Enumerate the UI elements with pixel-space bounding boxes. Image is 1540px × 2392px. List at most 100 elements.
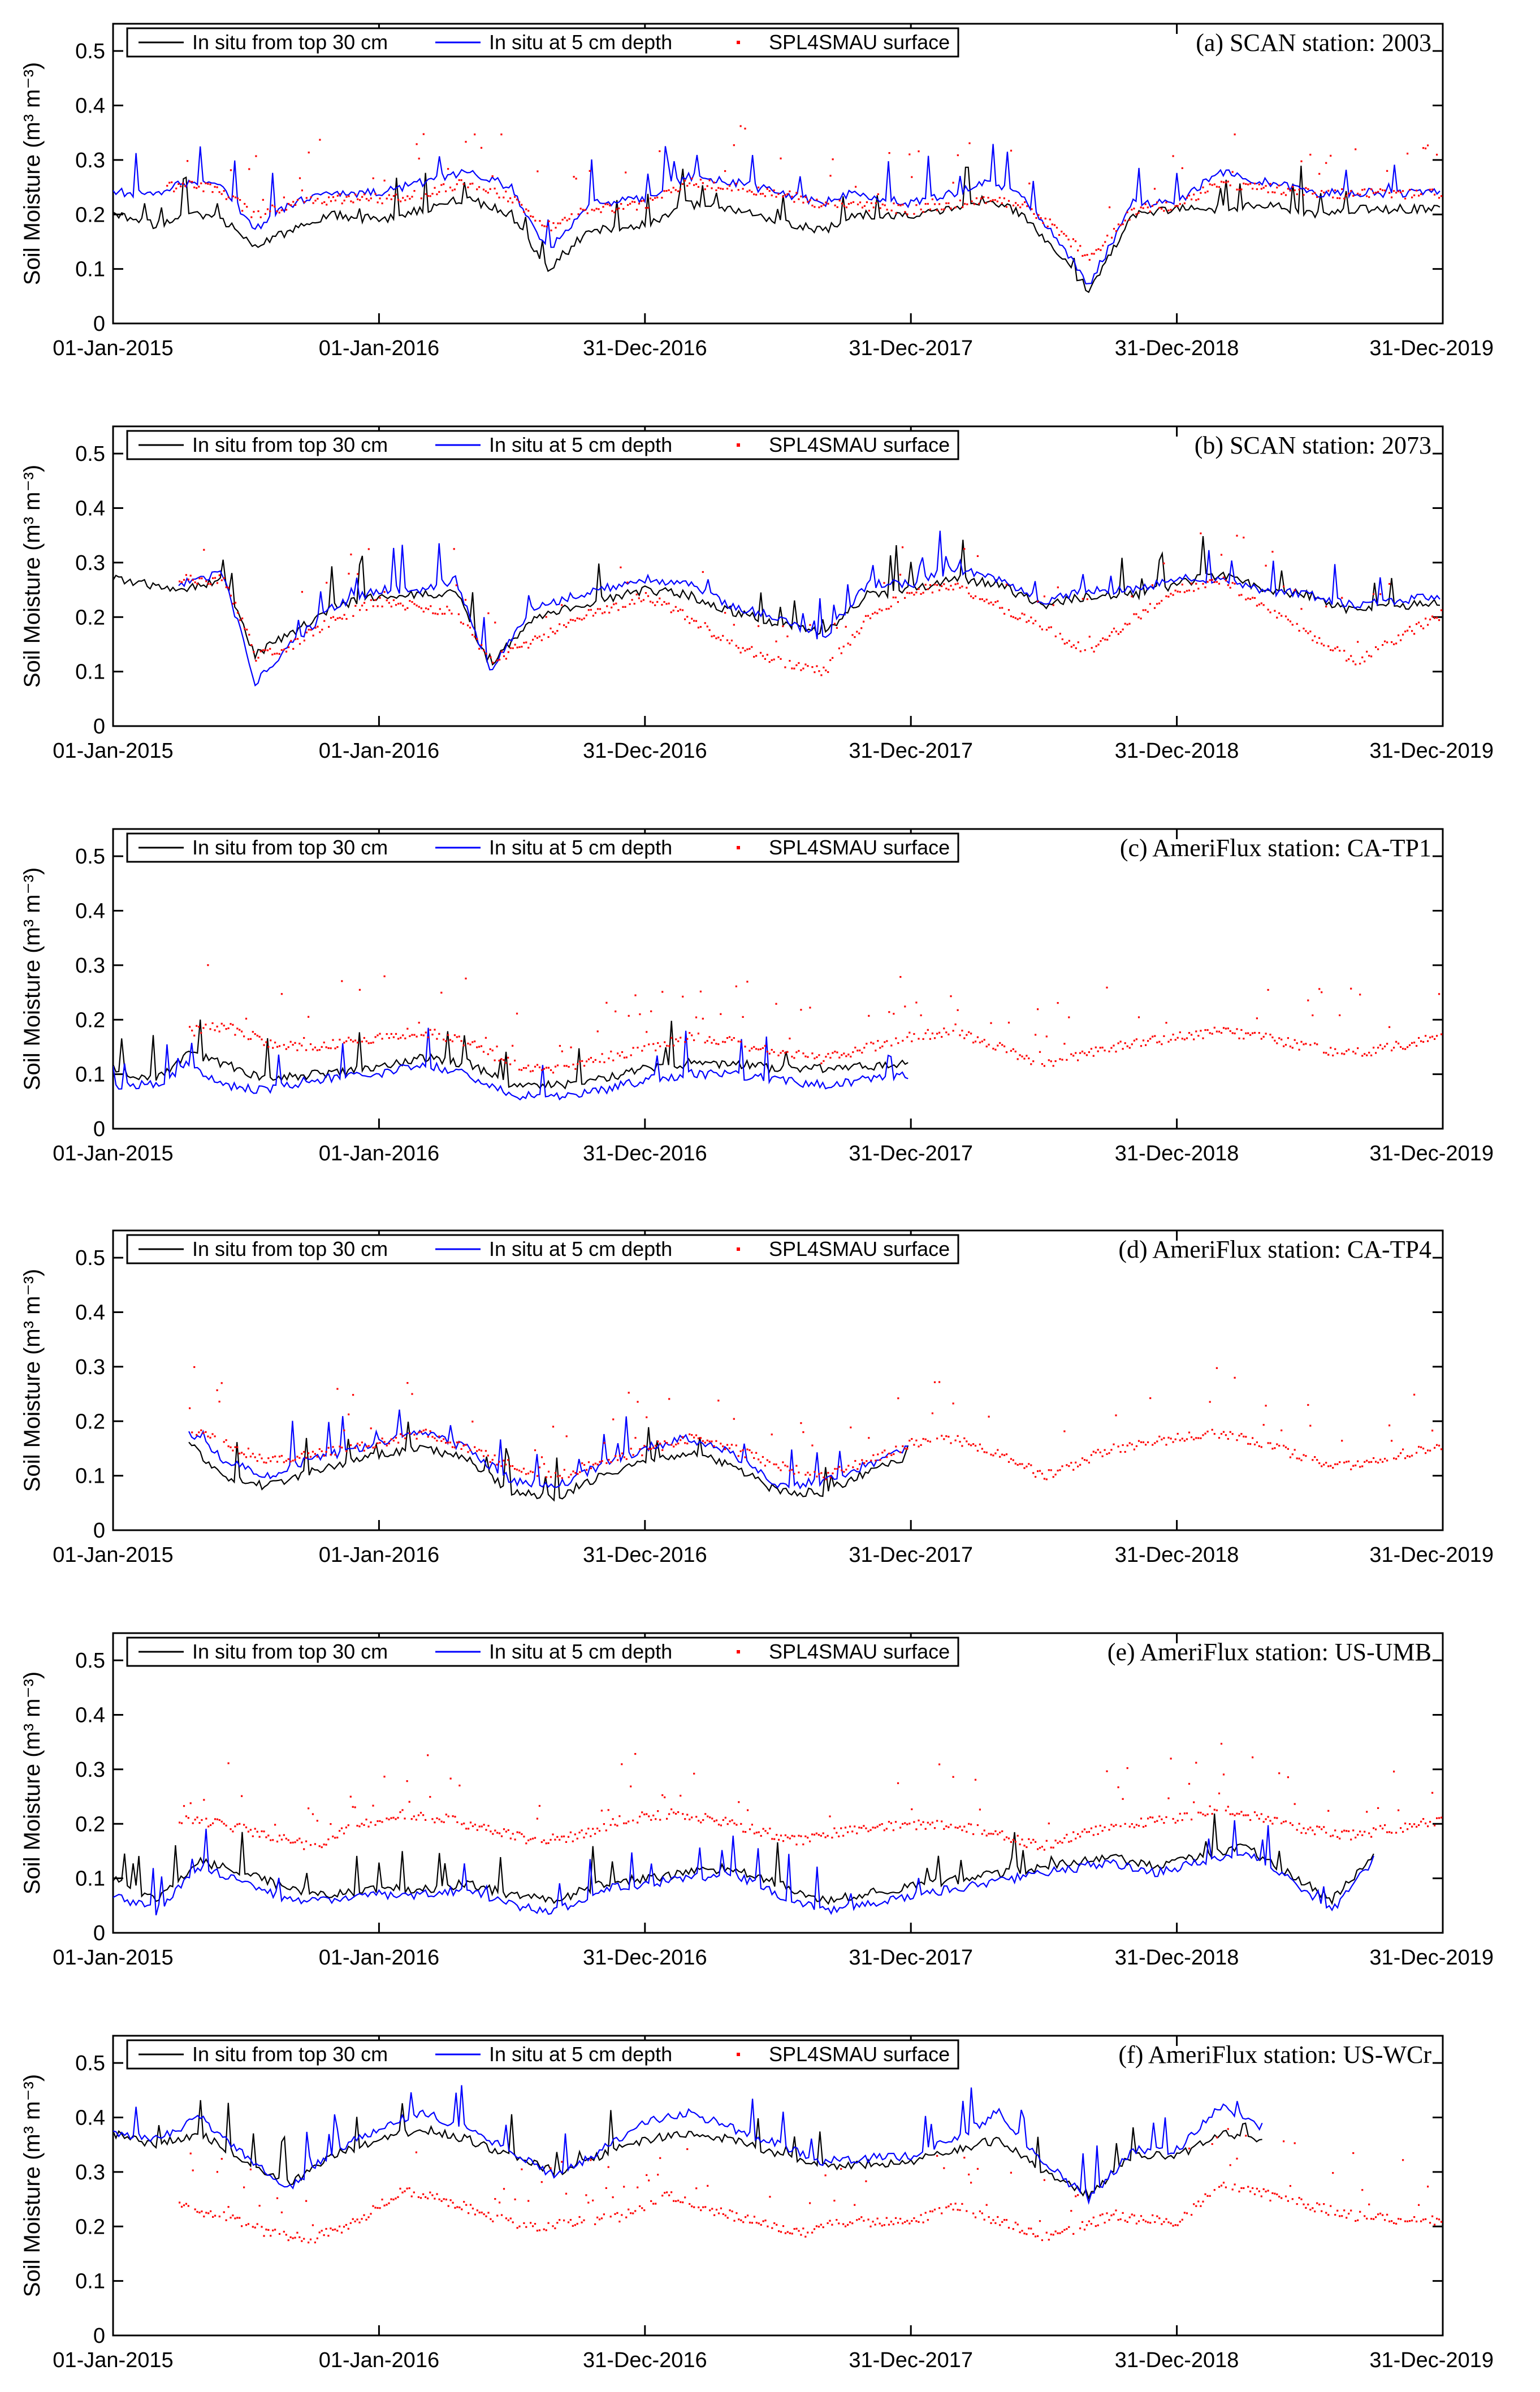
data-point bbox=[1193, 193, 1195, 196]
data-point bbox=[1420, 1040, 1422, 1042]
data-point bbox=[404, 1817, 406, 1820]
data-point bbox=[1202, 186, 1204, 188]
data-point bbox=[1041, 628, 1043, 631]
data-point bbox=[365, 1819, 367, 1821]
data-point bbox=[1281, 1038, 1283, 1040]
data-point bbox=[1113, 1825, 1115, 1828]
data-point bbox=[173, 190, 175, 193]
series-points-smap bbox=[166, 125, 1443, 261]
data-point bbox=[1265, 1818, 1267, 1820]
data-point bbox=[661, 1794, 664, 1797]
data-point bbox=[1361, 1055, 1364, 1057]
data-point bbox=[1256, 1017, 1258, 1020]
data-point bbox=[422, 1814, 425, 1816]
data-point bbox=[816, 1056, 818, 1059]
data-point bbox=[702, 1017, 704, 1020]
data-point bbox=[386, 1817, 388, 1820]
data-point bbox=[838, 2222, 840, 2225]
data-point bbox=[856, 203, 859, 206]
data-point bbox=[249, 1038, 252, 1040]
data-point bbox=[1413, 1393, 1416, 1396]
data-point bbox=[1366, 1054, 1368, 1056]
series-line-top30 bbox=[113, 1020, 909, 1090]
data-point bbox=[697, 185, 699, 188]
data-point bbox=[500, 650, 503, 653]
data-point bbox=[1122, 628, 1124, 631]
data-point bbox=[518, 1832, 521, 1834]
data-point bbox=[241, 618, 244, 620]
data-point bbox=[822, 1832, 824, 1834]
data-point bbox=[1298, 1823, 1300, 1825]
data-point bbox=[1188, 2147, 1191, 2149]
data-point bbox=[1012, 616, 1014, 618]
data-point bbox=[1316, 1043, 1318, 1046]
data-point bbox=[547, 2222, 550, 2224]
data-point bbox=[1179, 1812, 1181, 1815]
x-tick-label: 31-Dec-2016 bbox=[583, 1946, 707, 1970]
data-point bbox=[565, 1435, 568, 1437]
series-points-smap bbox=[189, 964, 1443, 1074]
y-tick-label: 0 bbox=[93, 312, 105, 336]
data-point bbox=[911, 1808, 913, 1811]
data-point bbox=[1283, 1821, 1285, 1823]
data-point bbox=[786, 635, 789, 637]
chart-panel-d: 00.10.20.30.40.501-Jan-2015 01-Jan-2016 31… bbox=[20, 1229, 1494, 1567]
data-point bbox=[505, 1061, 507, 1064]
data-point bbox=[316, 1049, 318, 1051]
data-point bbox=[607, 1809, 609, 1811]
data-point bbox=[804, 1474, 807, 1476]
data-point bbox=[1001, 1044, 1003, 1046]
data-point bbox=[451, 1446, 453, 1448]
data-point bbox=[1068, 1016, 1070, 1018]
data-point bbox=[1052, 2234, 1054, 2236]
data-point bbox=[1032, 1838, 1035, 1841]
data-point bbox=[272, 1839, 274, 1841]
data-point bbox=[1440, 1816, 1443, 1819]
data-point bbox=[1021, 612, 1023, 615]
data-point bbox=[1202, 1813, 1204, 1816]
data-point bbox=[266, 649, 269, 651]
data-point bbox=[285, 209, 288, 211]
data-point bbox=[234, 602, 237, 604]
data-point bbox=[534, 1837, 537, 1839]
data-point bbox=[820, 1834, 822, 1837]
data-point bbox=[877, 1453, 879, 1456]
data-point bbox=[1128, 1825, 1131, 1828]
data-point bbox=[1375, 1052, 1377, 1054]
data-point bbox=[1296, 1457, 1298, 1460]
data-point bbox=[918, 2221, 920, 2223]
data-point bbox=[1352, 1829, 1355, 1832]
x-tick-label: 31-Dec-2019 bbox=[1369, 336, 1494, 360]
data-point bbox=[1165, 1022, 1167, 1024]
data-point bbox=[641, 1454, 643, 1457]
data-point bbox=[811, 666, 814, 668]
data-point bbox=[1245, 1032, 1247, 1034]
data-point bbox=[559, 222, 561, 224]
data-point bbox=[655, 1818, 657, 1820]
data-point bbox=[312, 1048, 314, 1051]
data-point bbox=[418, 1021, 420, 1024]
data-point bbox=[1033, 213, 1035, 215]
data-point bbox=[278, 211, 280, 214]
data-point bbox=[249, 1456, 252, 1458]
data-point bbox=[773, 189, 775, 192]
data-point bbox=[218, 2216, 220, 2218]
data-point bbox=[436, 1440, 438, 1442]
data-point bbox=[652, 1814, 655, 1817]
data-point bbox=[343, 1042, 345, 1044]
series-line-depth5 bbox=[113, 144, 1440, 284]
data-point bbox=[1149, 603, 1151, 605]
data-point bbox=[883, 1829, 885, 1832]
data-point bbox=[1407, 1828, 1409, 1830]
data-point bbox=[913, 2217, 915, 2220]
data-point bbox=[827, 1471, 829, 1474]
data-point bbox=[605, 1829, 607, 1832]
data-point bbox=[693, 620, 695, 622]
data-point bbox=[1019, 2231, 1021, 2234]
data-point bbox=[776, 1834, 778, 1836]
data-point bbox=[720, 2207, 722, 2209]
data-point bbox=[1104, 638, 1106, 641]
data-point bbox=[1026, 1465, 1028, 1467]
data-point bbox=[612, 1418, 615, 1420]
data-point bbox=[1003, 612, 1006, 615]
